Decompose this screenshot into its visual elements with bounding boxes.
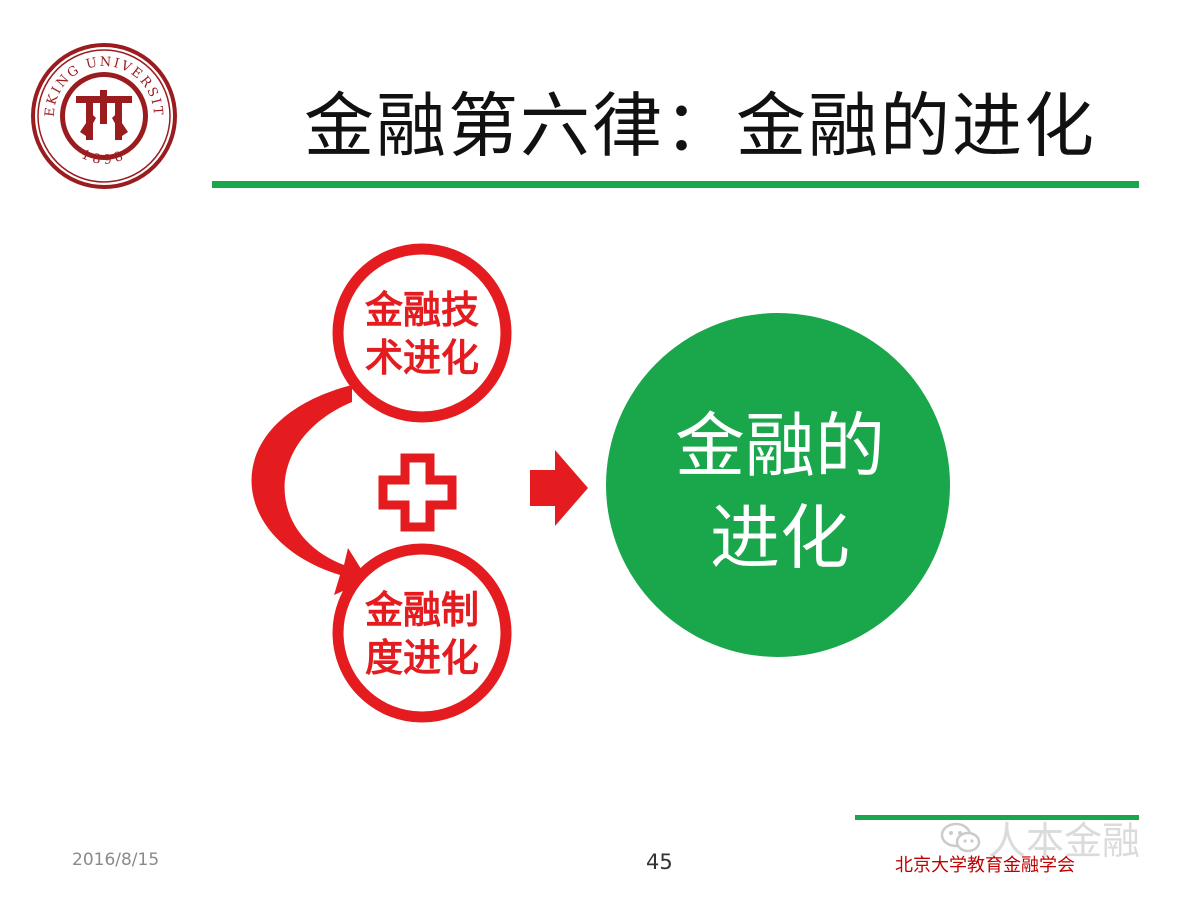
node-top-circle: [332, 243, 512, 423]
page-number: 45: [646, 850, 673, 874]
organization-name: 北京大学教育金融学会: [895, 855, 1075, 876]
node-institution-evolution-label: 金融制 度进化: [364, 588, 479, 680]
title-divider: [212, 181, 1139, 188]
result-circle: [606, 313, 950, 657]
footer-divider: [855, 815, 1139, 820]
peking-university-logo: PEKING UNIVERSITY 1898: [24, 31, 178, 190]
node-tech-evolution-label: 金融技 术进化: [364, 288, 479, 380]
watermark: 人本金融: [940, 810, 1140, 865]
watermark-text: 人本金融: [988, 819, 1141, 863]
wechat-icon: [940, 822, 981, 852]
node-bottom-circle: [332, 543, 512, 723]
slide-date: 2016/8/15: [72, 850, 160, 870]
plus-icon: [378, 453, 457, 532]
right-arrow-icon: [530, 450, 588, 526]
result-label: 金融的 进化: [675, 405, 885, 579]
slide-title: 金融第六律：金融的进化: [304, 85, 1096, 167]
logo-year: 1898: [79, 147, 129, 168]
curved-arrow: [251, 385, 368, 595]
